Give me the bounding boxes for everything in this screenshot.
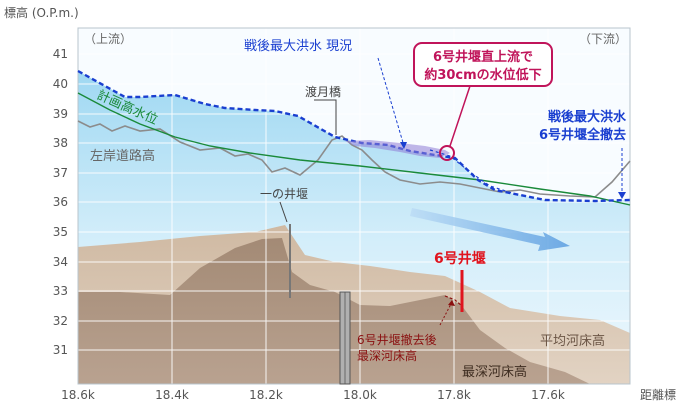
deepest-bed-area <box>78 238 590 384</box>
left-bank-road-label: 左岸道路高 <box>90 148 155 164</box>
post-removal-pointer <box>439 301 453 326</box>
y-tick-label: 37 <box>53 166 68 180</box>
y-tick-label: 34 <box>53 255 68 269</box>
x-tick-label: 17.8k <box>437 388 471 402</box>
callout-line1: 6号井堰直上流で <box>433 49 533 65</box>
flow-arrow <box>410 208 570 251</box>
downstream-label: （下流） <box>579 32 627 46</box>
watsuki-bridge-pointer <box>314 99 337 135</box>
water-drop-region <box>345 140 450 158</box>
y-tick-label: 40 <box>53 77 68 91</box>
ichinoi-weir-label: 一の井堰 <box>260 187 308 201</box>
callout-line2: 約30cmの水位低下 <box>424 67 541 83</box>
planned-high-water-line <box>77 92 631 206</box>
post-removal-label-line2: 最深河床高 <box>357 348 417 363</box>
x-tick-label: 17.6k <box>531 388 565 402</box>
plot-frame <box>77 27 631 385</box>
x-axis-title: 距離標 <box>640 388 676 402</box>
flood-removed-line <box>429 149 516 195</box>
y-tick-label: 38 <box>53 136 68 150</box>
x-tick-label: 18.4k <box>155 388 189 402</box>
y-axis: 41 40 39 38 37 36 35 34 33 32 31 <box>53 47 68 357</box>
y-tick-label: 35 <box>53 225 68 239</box>
flood-current-label: 戦後最大洪水 現況 <box>244 39 352 54</box>
y-tick-label: 36 <box>53 195 68 209</box>
flood-current-line <box>77 69 631 203</box>
y-tick-label: 41 <box>53 47 68 61</box>
y-axis-title: 標高 (O.P.m.) <box>4 5 79 20</box>
flood-removed-line1: 戦後最大洪水 <box>548 109 627 125</box>
x-tick-label: 18.6k <box>61 388 95 402</box>
flood-current-pointer <box>377 57 405 147</box>
y-tick-label: 32 <box>53 314 68 328</box>
y-tick-label: 33 <box>53 284 68 298</box>
deepest-bed-label: 最深河床高 <box>462 364 527 380</box>
x-axis: 18.6k 18.4k 18.2k 18.0k 17.8k 17.6k <box>61 388 565 402</box>
callout-pointer <box>449 85 471 147</box>
flood-removed-line2: 6号井堰全撤去 <box>539 127 626 143</box>
watsuki-bridge-label: 渡月橋 <box>305 84 341 99</box>
post-removal-bed-line <box>444 295 463 307</box>
x-tick-label: 18.0k <box>343 388 377 402</box>
callout-box <box>413 42 553 87</box>
ichinoi-weir-pointer <box>279 201 288 223</box>
y-tick-label: 39 <box>53 107 68 121</box>
weir6-label: 6号井堰 <box>434 250 486 267</box>
average-bed-label: 平均河床高 <box>540 333 605 349</box>
x-tick-label: 18.2k <box>249 388 283 402</box>
post-removal-label-line1: 6号井堰撤去後 <box>357 332 437 347</box>
y-tick-label: 31 <box>53 343 68 357</box>
upstream-label: （上流） <box>84 32 132 46</box>
callout-circle <box>439 145 455 161</box>
